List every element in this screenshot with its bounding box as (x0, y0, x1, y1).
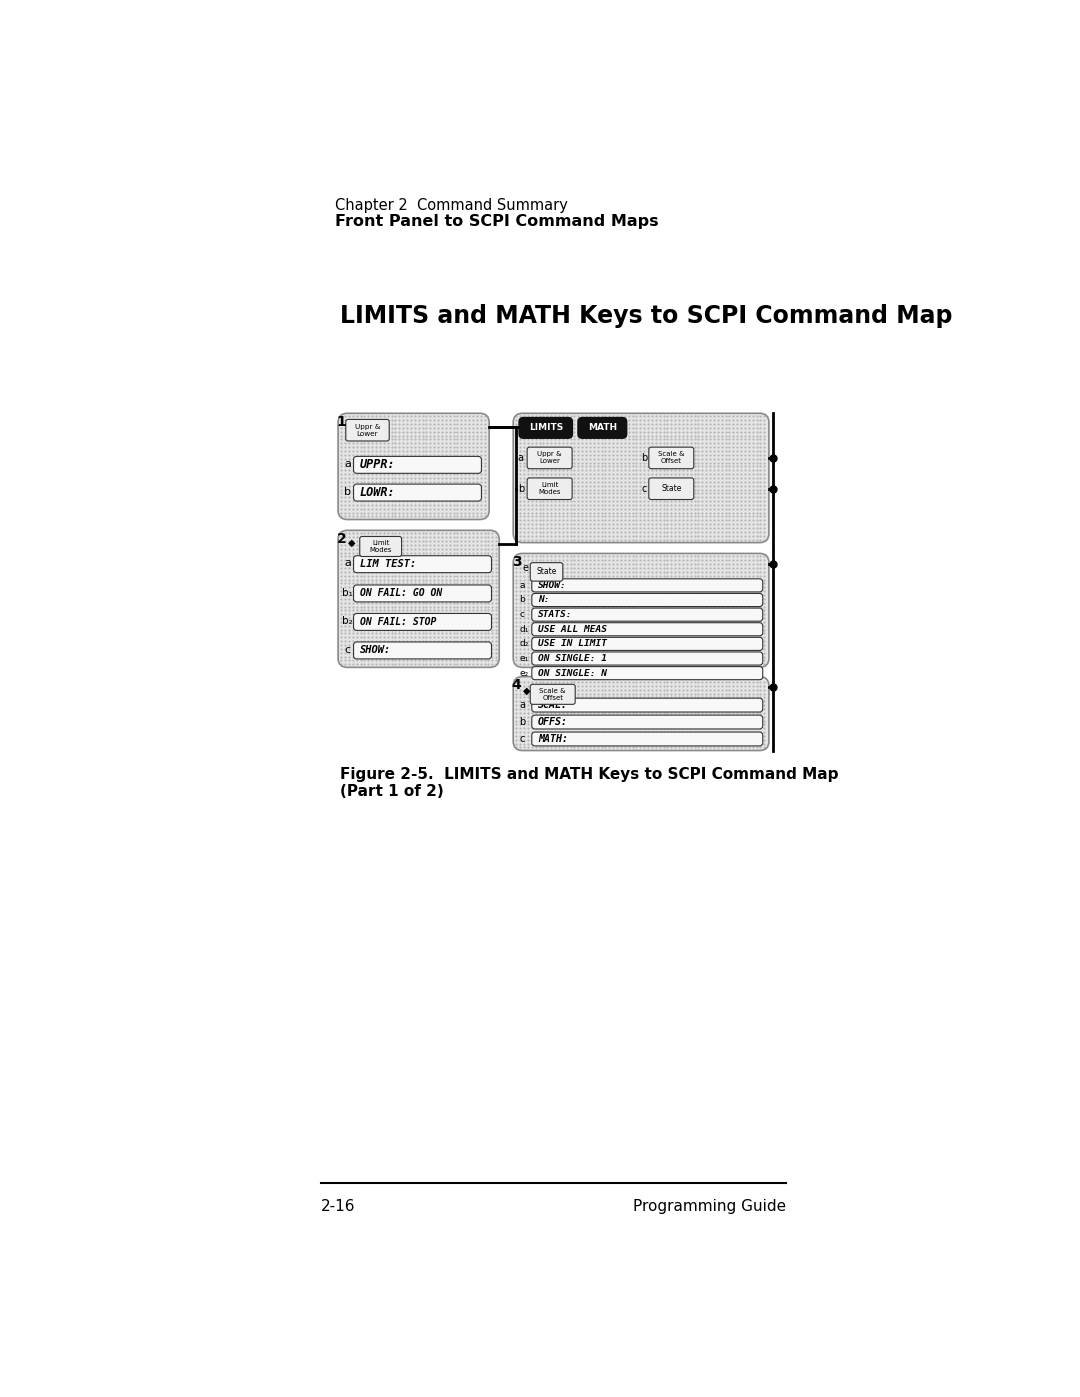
FancyBboxPatch shape (353, 585, 491, 602)
Text: b: b (517, 483, 524, 493)
FancyBboxPatch shape (513, 676, 769, 750)
Text: c: c (345, 644, 350, 655)
Text: N:: N: (538, 595, 550, 605)
FancyBboxPatch shape (353, 613, 491, 630)
Text: a: a (519, 700, 525, 710)
Text: UPPR:: UPPR: (360, 458, 395, 471)
Text: b₂: b₂ (342, 616, 353, 626)
Text: c: c (642, 483, 647, 493)
Text: b: b (519, 717, 526, 726)
Text: SCAL:: SCAL: (538, 700, 568, 710)
FancyBboxPatch shape (531, 594, 762, 606)
Text: Uppr &
Lower: Uppr & Lower (538, 451, 562, 464)
FancyBboxPatch shape (649, 478, 693, 500)
Text: b: b (519, 595, 525, 605)
FancyBboxPatch shape (346, 419, 389, 441)
FancyBboxPatch shape (530, 563, 563, 581)
Text: ON FAIL: STOP: ON FAIL: STOP (360, 617, 436, 627)
FancyBboxPatch shape (531, 608, 762, 622)
Text: 2-16: 2-16 (321, 1199, 355, 1214)
Text: d₁: d₁ (519, 624, 529, 634)
FancyBboxPatch shape (513, 414, 769, 542)
Text: Limit
Modes: Limit Modes (369, 541, 392, 553)
Text: USE IN LIMIT: USE IN LIMIT (538, 640, 607, 648)
Text: d₂: d₂ (519, 640, 529, 648)
Text: Programming Guide: Programming Guide (633, 1199, 786, 1214)
Text: ON SINGLE: 1: ON SINGLE: 1 (538, 654, 607, 664)
Text: a: a (517, 453, 524, 462)
FancyBboxPatch shape (353, 556, 491, 573)
Text: b₁: b₁ (342, 588, 353, 598)
FancyBboxPatch shape (531, 666, 762, 680)
Text: Scale &
Offset: Scale & Offset (540, 687, 566, 701)
Text: LIMITS: LIMITS (528, 423, 563, 433)
Text: State: State (661, 485, 681, 493)
Text: b: b (642, 453, 647, 462)
Text: e: e (523, 563, 528, 573)
Text: SHOW:: SHOW: (538, 581, 567, 590)
Text: Uppr &
Lower: Uppr & Lower (354, 423, 380, 437)
FancyBboxPatch shape (531, 652, 762, 665)
Text: SHOW:: SHOW: (360, 645, 391, 655)
FancyBboxPatch shape (649, 447, 693, 469)
Text: LIM TEST:: LIM TEST: (360, 559, 416, 569)
Text: e₁: e₁ (519, 654, 528, 664)
FancyBboxPatch shape (531, 623, 762, 636)
FancyBboxPatch shape (338, 414, 489, 520)
Text: a: a (345, 559, 351, 569)
Text: e₂: e₂ (519, 669, 528, 678)
FancyBboxPatch shape (338, 531, 499, 668)
Text: c: c (519, 610, 525, 619)
Text: Figure 2-5.  LIMITS and MATH Keys to SCPI Command Map: Figure 2-5. LIMITS and MATH Keys to SCPI… (340, 767, 839, 782)
FancyBboxPatch shape (531, 578, 762, 592)
Text: 1: 1 (337, 415, 347, 429)
FancyBboxPatch shape (519, 418, 572, 437)
Text: State: State (537, 567, 556, 577)
FancyBboxPatch shape (531, 715, 762, 729)
FancyBboxPatch shape (513, 553, 769, 668)
FancyBboxPatch shape (353, 643, 491, 659)
Text: (Part 1 of 2): (Part 1 of 2) (340, 784, 444, 799)
FancyBboxPatch shape (531, 732, 762, 746)
FancyBboxPatch shape (531, 698, 762, 712)
FancyBboxPatch shape (353, 485, 482, 502)
Text: Scale &
Offset: Scale & Offset (658, 451, 685, 464)
Text: 2: 2 (337, 532, 347, 546)
Text: Limit
Modes: Limit Modes (538, 482, 561, 495)
Text: 4: 4 (512, 678, 522, 692)
Text: OFFS:: OFFS: (538, 717, 568, 726)
Text: a: a (345, 460, 351, 469)
Text: a: a (519, 581, 525, 590)
FancyBboxPatch shape (360, 536, 402, 556)
Text: 3: 3 (512, 555, 522, 569)
Text: LIMITS and MATH Keys to SCPI Command Map: LIMITS and MATH Keys to SCPI Command Map (340, 305, 953, 328)
FancyBboxPatch shape (353, 457, 482, 474)
Text: MATH: MATH (588, 423, 617, 433)
Text: Chapter 2  Command Summary: Chapter 2 Command Summary (335, 197, 568, 212)
Text: ◆: ◆ (523, 686, 530, 696)
Text: Front Panel to SCPI Command Maps: Front Panel to SCPI Command Maps (335, 214, 659, 229)
Text: b: b (345, 486, 351, 497)
Text: STATS:: STATS: (538, 610, 572, 619)
Text: c: c (519, 733, 525, 745)
Text: ◆: ◆ (348, 538, 355, 548)
Text: MATH:: MATH: (538, 733, 568, 745)
FancyBboxPatch shape (578, 418, 626, 437)
Text: ON SINGLE: N: ON SINGLE: N (538, 669, 607, 678)
FancyBboxPatch shape (527, 478, 572, 500)
Text: USE ALL MEAS: USE ALL MEAS (538, 624, 607, 634)
FancyBboxPatch shape (530, 685, 576, 704)
Text: ON FAIL: GO ON: ON FAIL: GO ON (360, 588, 442, 598)
Text: LOWR:: LOWR: (360, 486, 395, 499)
FancyBboxPatch shape (531, 637, 762, 651)
FancyBboxPatch shape (527, 447, 572, 469)
